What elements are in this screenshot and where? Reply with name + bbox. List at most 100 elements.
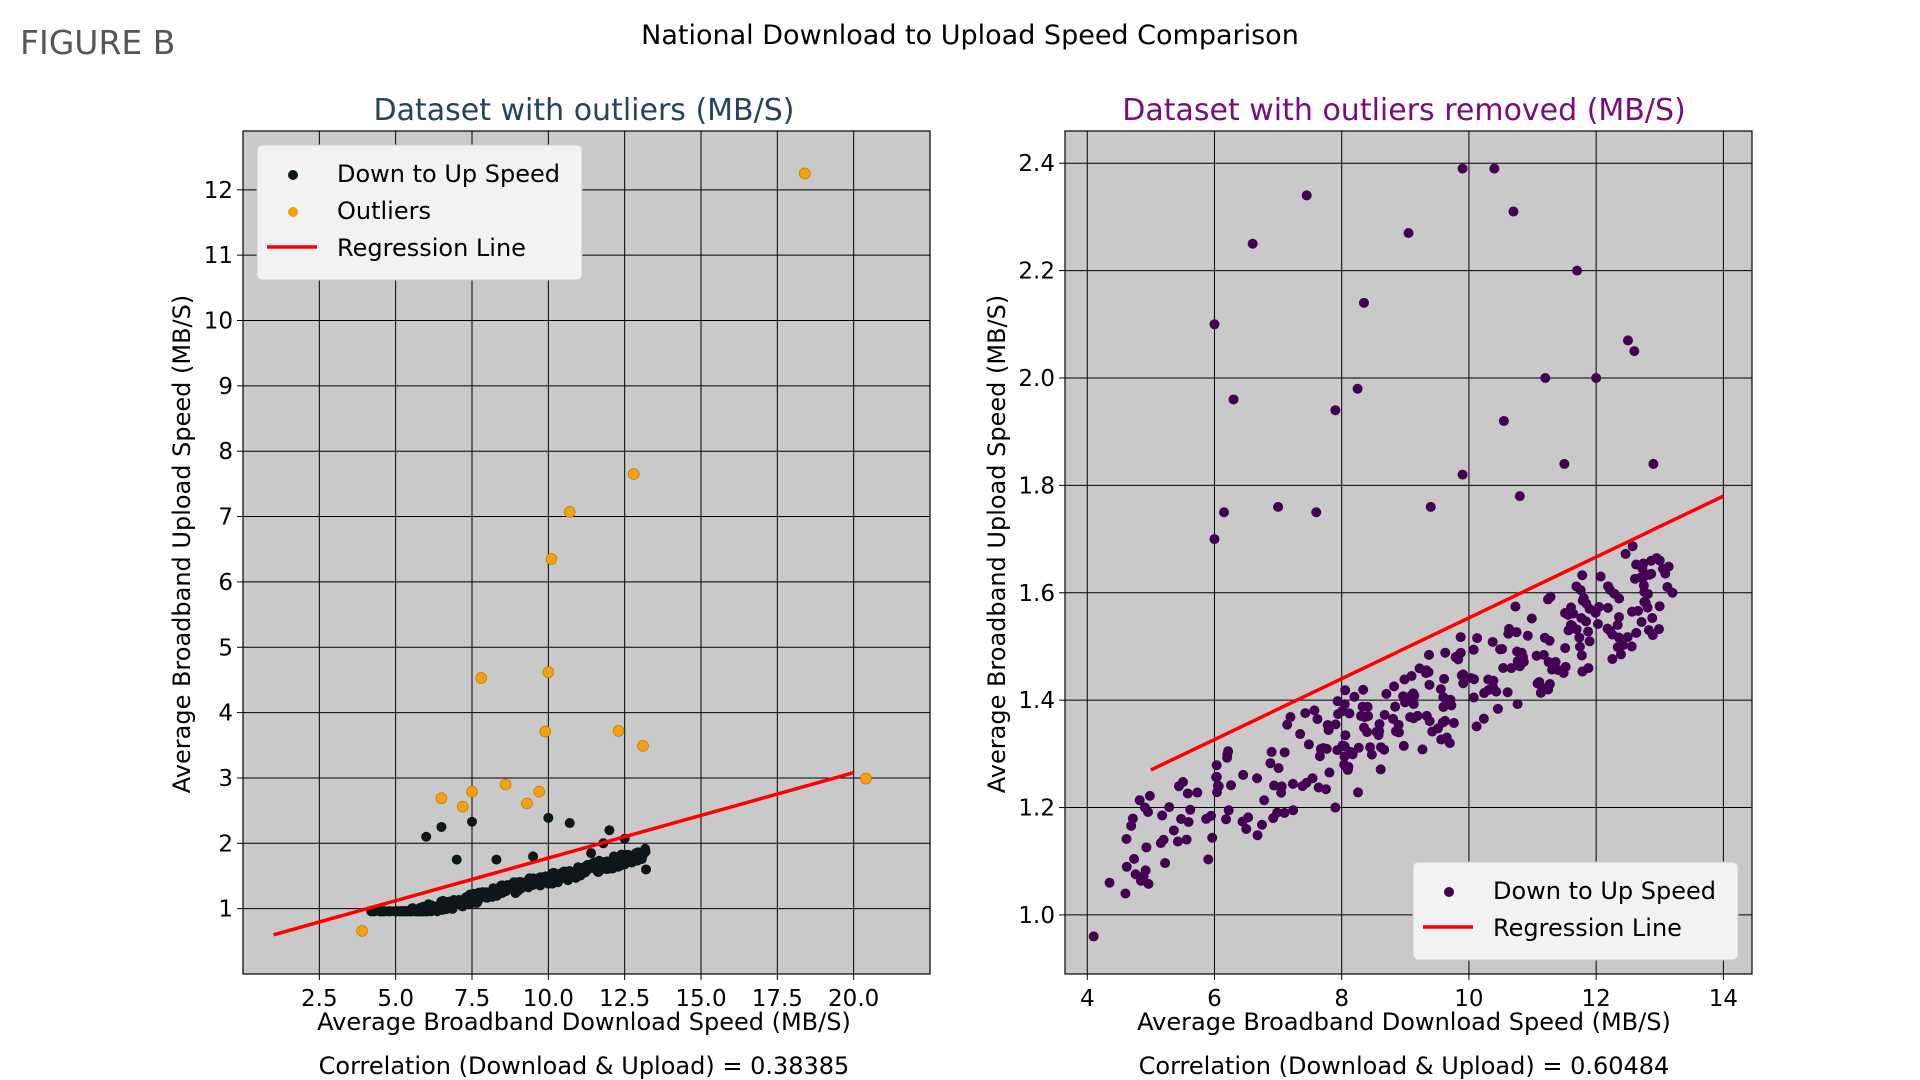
data-point	[1547, 664, 1558, 675]
data-point	[1243, 812, 1254, 823]
data-point	[1572, 265, 1583, 276]
y-tick-label: 2.0	[1018, 366, 1055, 392]
data-point	[1134, 795, 1145, 806]
data-point	[1399, 674, 1410, 685]
data-point	[1192, 787, 1203, 798]
data-point	[1512, 646, 1523, 657]
data-point	[1489, 163, 1500, 174]
data-point	[1297, 781, 1308, 792]
data-point	[448, 897, 459, 908]
outlier-point	[356, 925, 368, 937]
data-point	[491, 854, 502, 865]
data-point	[1408, 699, 1419, 710]
data-point	[460, 893, 471, 904]
data-point	[1173, 781, 1184, 792]
data-point	[1398, 740, 1409, 751]
data-point	[568, 871, 579, 882]
legend-box	[256, 144, 583, 281]
data-point	[1320, 784, 1331, 795]
series-points	[1088, 163, 1678, 942]
data-point	[374, 906, 385, 917]
data-point	[1512, 699, 1523, 710]
outlier-point	[475, 672, 487, 684]
data-point	[1212, 787, 1223, 798]
data-point	[1627, 606, 1638, 617]
data-point	[1393, 719, 1404, 730]
data-point	[1439, 673, 1450, 684]
chart-with-outliers: Dataset with outliers (MB/S) Average Bro…	[168, 93, 931, 1080]
data-point	[1273, 763, 1284, 774]
x-tick-label: 6	[1207, 986, 1222, 1012]
data-point	[1498, 415, 1509, 426]
data-point	[1468, 644, 1479, 655]
data-point	[1168, 825, 1179, 836]
data-point	[1164, 802, 1175, 813]
data-point	[1226, 780, 1237, 791]
data-point	[1143, 807, 1154, 818]
data-point	[1408, 713, 1419, 724]
outlier-point	[435, 792, 448, 805]
x-tick-label: 4	[1080, 986, 1095, 1012]
x-tick-label: 10.0	[523, 986, 574, 1012]
data-point	[1241, 824, 1252, 835]
data-point	[1508, 206, 1519, 217]
data-point	[1257, 819, 1268, 830]
data-point	[1301, 190, 1312, 201]
data-point	[1252, 830, 1263, 841]
data-point	[593, 867, 604, 878]
legend-label: Regression Line	[337, 234, 526, 262]
data-point	[586, 848, 597, 859]
data-point	[1667, 587, 1678, 598]
data-point	[564, 818, 575, 829]
data-point	[626, 857, 637, 868]
outlier-point	[542, 666, 555, 678]
data-point	[1455, 632, 1466, 643]
legend-box	[1412, 861, 1739, 961]
data-point	[1223, 805, 1234, 816]
outlier-point	[539, 725, 552, 738]
data-point	[1568, 608, 1579, 619]
data-point	[1353, 742, 1364, 753]
y-tick-label: 12	[204, 178, 233, 204]
series-points	[366, 812, 652, 917]
data-point	[1629, 346, 1640, 357]
data-point	[1324, 767, 1335, 778]
data-point	[1375, 764, 1386, 775]
data-point	[1121, 861, 1132, 872]
legend-label: Down to Up Speed	[337, 160, 560, 188]
data-point	[1492, 703, 1503, 714]
data-point	[1424, 649, 1435, 660]
data-point	[1408, 688, 1419, 699]
y-tick-label: 1.4	[1018, 688, 1055, 714]
outlier-point	[545, 553, 558, 565]
data-point	[1446, 700, 1457, 711]
data-point	[1607, 654, 1618, 665]
data-point	[1219, 507, 1230, 518]
data-point	[1330, 405, 1341, 416]
x-tick-label: 17.5	[752, 986, 803, 1012]
data-point	[1287, 778, 1298, 789]
data-point	[1424, 679, 1435, 690]
data-point	[1347, 749, 1358, 760]
outlier-point	[499, 778, 512, 791]
outlier-points	[356, 167, 872, 937]
data-point	[1503, 628, 1514, 639]
data-point	[1550, 656, 1561, 667]
data-point	[1279, 807, 1290, 818]
data-point	[1614, 593, 1625, 604]
data-point	[1543, 594, 1554, 605]
data-point	[1379, 709, 1390, 720]
data-point	[1574, 632, 1585, 643]
data-point	[405, 906, 416, 917]
data-point	[1595, 571, 1606, 582]
data-point	[1471, 721, 1482, 732]
data-point	[1532, 678, 1543, 689]
x-tick-label: 12	[1582, 986, 1611, 1012]
data-point	[1566, 621, 1577, 632]
data-point	[1309, 705, 1320, 716]
data-point	[1435, 684, 1446, 695]
data-point	[641, 864, 652, 875]
x-tick-label: 2.5	[301, 986, 338, 1012]
data-point	[1265, 758, 1276, 769]
y-axis-label: Average Broadband Upload Speed (MB/S)	[168, 295, 196, 793]
